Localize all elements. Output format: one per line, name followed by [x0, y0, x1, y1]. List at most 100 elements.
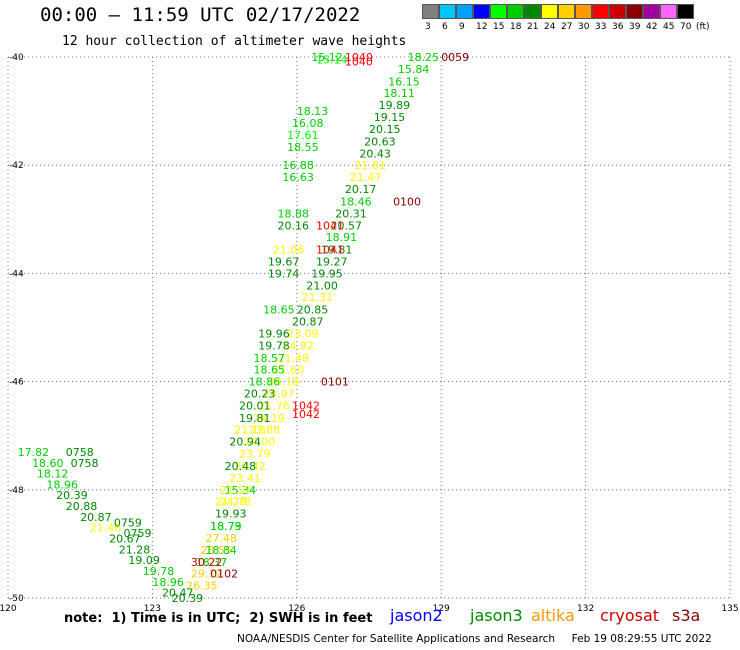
scale-unit: (ft): [696, 22, 710, 32]
page-subtitle: 12 hour collection of altimeter wave hei…: [62, 34, 407, 49]
data-point-4: 18.25: [408, 51, 440, 64]
data-point-77: 19.81: [239, 412, 270, 425]
data-point-15: 21.47: [350, 171, 382, 184]
data-point-22: 19.81: [321, 244, 353, 257]
data-point-65: 1041: [316, 244, 344, 257]
data-point-42: 23.79: [239, 448, 270, 461]
scale-label-45: 45: [663, 22, 675, 32]
data-point-74: 18.86: [249, 376, 281, 389]
data-point-85: 17.82: [18, 446, 50, 459]
data-point-19: 20.31: [335, 207, 367, 220]
scale-swatch-27: [558, 4, 575, 19]
data-point-14: 21.81: [355, 159, 387, 172]
data-point-6: 15.84: [398, 63, 430, 76]
data-point-31: 21.48: [278, 352, 310, 365]
data-point-16: 20.17: [345, 183, 377, 196]
data-point-46: 24.78: [220, 496, 252, 509]
data-point-38: 1042: [292, 408, 320, 421]
data-point-13: 20.43: [359, 147, 391, 160]
data-point-54: 30.22: [191, 556, 223, 569]
data-point-35: 24.97: [263, 388, 295, 401]
data-point-7: 16.15: [388, 75, 420, 88]
scale-label-3: 3: [425, 22, 431, 32]
data-point-49: 27.48: [205, 532, 237, 545]
data-point-50: 28.55: [201, 544, 233, 557]
y-tick-label--42: -42: [9, 161, 24, 171]
scale-swatch-3: [422, 4, 439, 19]
x-tick-label-120: 120: [0, 604, 17, 614]
data-point-73: 18.65: [253, 364, 284, 377]
data-point-81: 21.57: [220, 484, 252, 497]
data-point-41: 24.00: [244, 436, 276, 449]
data-point-72: 18.57: [253, 352, 284, 365]
scale-swatch-45: [660, 4, 677, 19]
data-point-25: 21.00: [306, 279, 338, 292]
data-point-69: 18.65: [263, 304, 295, 317]
data-point-84: 18.84: [205, 544, 237, 557]
scale-swatch-33: [592, 4, 609, 19]
x-tick-label-132: 132: [577, 604, 594, 614]
scale-label-18: 18: [510, 22, 522, 32]
data-point-26: 21.31: [302, 291, 334, 304]
data-point-45: 15.34: [225, 484, 257, 497]
scale-label-21: 21: [527, 22, 539, 32]
data-point-76: 20.01: [239, 399, 270, 412]
data-point-52: 29.12: [191, 568, 223, 581]
data-point-94: 21.46: [90, 522, 122, 535]
data-point-61: 16.63: [282, 171, 314, 184]
data-point-47: 19.93: [215, 508, 247, 521]
data-point-5: 0059: [441, 51, 469, 64]
data-point-92: 20.88: [66, 500, 98, 513]
data-point-60: 16.88: [282, 159, 314, 172]
scale-label-9: 9: [459, 22, 465, 32]
scale-label-15: 15: [493, 22, 505, 32]
data-point-12: 20.63: [364, 135, 396, 148]
data-point-66: 21.06: [273, 244, 305, 257]
page-title: 00:00 – 11:59 UTC 02/17/2022: [40, 4, 361, 26]
scale-label-42: 42: [646, 22, 658, 32]
scale-label-33: 33: [595, 22, 607, 32]
legend-jason2: jason2: [390, 606, 443, 625]
data-point-33: 24.18: [268, 376, 300, 389]
x-tick-label-129: 129: [433, 604, 450, 614]
data-point-9: 19.89: [379, 99, 411, 112]
data-point-51: 18.37: [196, 556, 228, 569]
scale-label-36: 36: [612, 22, 624, 32]
y-tick-label--44: -44: [9, 269, 24, 279]
data-point-53: 26.35: [186, 580, 218, 593]
data-point-23: 19.27: [316, 255, 348, 268]
x-tick-label-126: 126: [288, 604, 305, 614]
data-point-102: 0759: [114, 516, 142, 529]
data-point-63: 20.16: [278, 219, 310, 232]
scale-swatch-24: [541, 4, 558, 19]
data-point-79: 20.94: [229, 436, 261, 449]
scale-label-70: 70: [680, 22, 692, 32]
data-point-97: 19.09: [128, 554, 160, 567]
data-point-96: 21.28: [119, 543, 151, 556]
data-point-48: 18.73: [210, 520, 242, 533]
data-point-18: 0100: [393, 195, 421, 208]
data-point-91: 20.39: [56, 489, 87, 502]
data-point-10: 19.15: [374, 111, 406, 124]
data-point-89: 18.12: [37, 468, 69, 481]
data-point-43: 20.42: [234, 460, 266, 473]
data-point-39: 24.19: [253, 412, 284, 425]
scale-label-12: 12: [476, 22, 488, 32]
data-point-58: 17.61: [287, 129, 319, 142]
scale-swatch-30: [575, 4, 592, 19]
scale-swatch-36: [609, 4, 626, 19]
data-point-57: 16.08: [292, 117, 324, 130]
data-point-80: 20.48: [225, 460, 257, 473]
data-point-59: 18.55: [287, 141, 319, 154]
scale-label-30: 30: [578, 22, 590, 32]
scale-swatch-70: [677, 4, 694, 19]
data-point-68: 19.74: [268, 267, 300, 280]
scale-swatch-6: [439, 4, 456, 19]
data-point-17: 18.46: [340, 195, 372, 208]
y-tick-label--48: -48: [9, 486, 24, 496]
x-tick-label-123: 123: [144, 604, 161, 614]
data-point-11: 20.15: [369, 123, 401, 136]
data-point-64: 1041: [316, 219, 344, 232]
